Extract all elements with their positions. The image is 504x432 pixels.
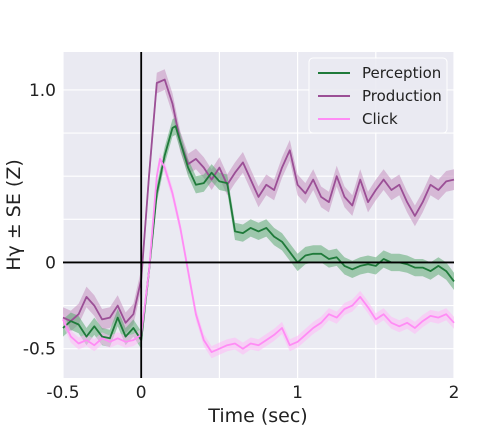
y-axis-label: Hγ ± SE (Z): [3, 159, 25, 270]
x-tick-label: 2: [449, 383, 460, 403]
se-band-production: [63, 69, 454, 334]
x-tick-label: 1: [292, 383, 303, 403]
se-band-click: [63, 152, 454, 359]
legend-box: [308, 57, 448, 134]
series-lines: [62, 78, 455, 354]
legend-label-perception: Perception: [362, 64, 441, 82]
y-tick-label: 1.0: [29, 81, 56, 101]
y-tick-labels: -0.5 0 1.0: [23, 81, 56, 360]
y-tick-label: 0: [45, 253, 56, 273]
reference-lines: [63, 52, 454, 378]
y-tick-label: -0.5: [23, 340, 56, 360]
legend-label-click: Click: [362, 110, 398, 128]
x-tick-label: -0.5: [46, 383, 79, 403]
x-tick-label: 0: [136, 383, 147, 403]
x-tick-labels: -0.5 0 1 2: [46, 383, 459, 403]
series-line-click: [62, 157, 455, 354]
legend: Perception Production Click: [308, 57, 448, 134]
series-line-production: [62, 78, 455, 324]
series-line-perception: [62, 125, 455, 342]
legend-label-production: Production: [362, 87, 442, 105]
x-axis-label: Time (sec): [207, 405, 307, 427]
